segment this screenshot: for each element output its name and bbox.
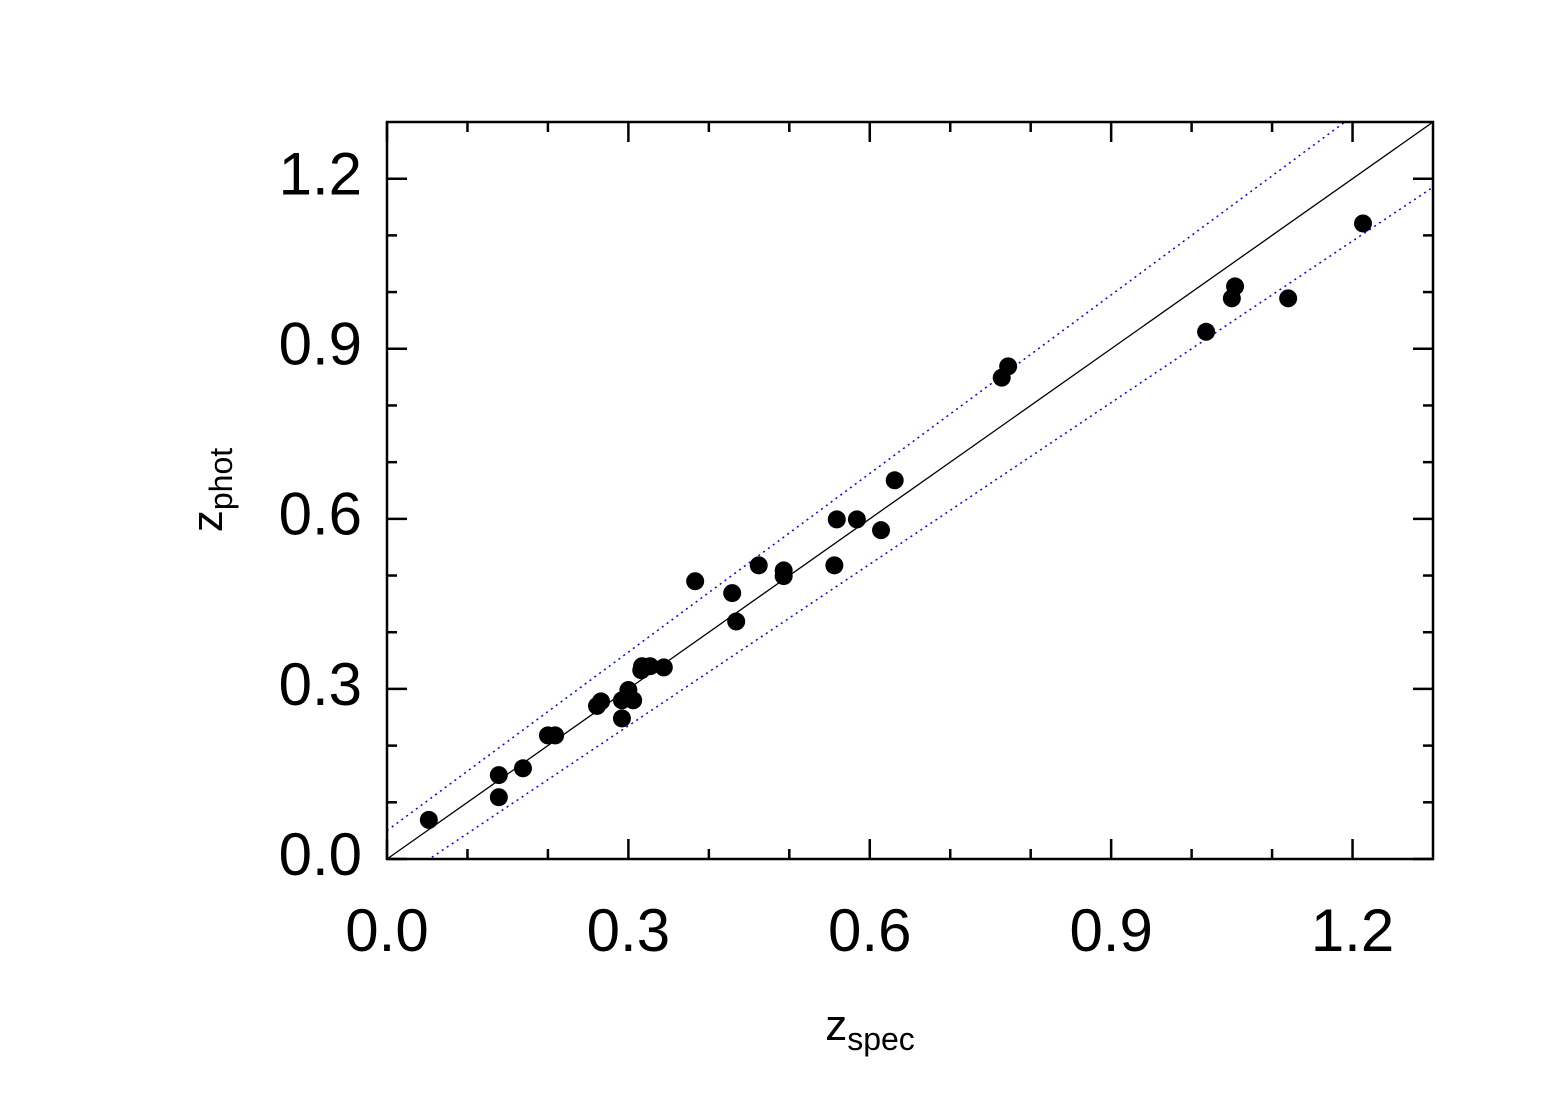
y-label-sub: phot [203, 448, 239, 510]
data-point [1353, 214, 1372, 233]
x-label-base: z [825, 1001, 847, 1050]
x-label-sub: spec [847, 1021, 915, 1057]
data-point [1197, 322, 1216, 341]
plot-frame [385, 120, 1435, 861]
data-point [546, 726, 565, 745]
reference-lines [387, 122, 1433, 859]
x-tick-label: 0.6 [828, 897, 911, 964]
x-axis-label: zspec [825, 1001, 915, 1057]
data-point [885, 471, 904, 490]
y-tick-label: 0.9 [279, 311, 362, 378]
data-point [999, 357, 1018, 376]
data-point [723, 584, 742, 603]
data-point [774, 567, 793, 586]
data-point [1279, 289, 1298, 308]
data-point [727, 612, 746, 631]
data-point [612, 709, 631, 728]
x-tick-label: 0.9 [1069, 897, 1152, 964]
y-axis-label: zphot [183, 448, 239, 532]
reference-line [387, 122, 1347, 832]
y-tick-label: 1.2 [279, 141, 362, 208]
reference-line [387, 122, 1433, 859]
data-point [489, 788, 508, 807]
x-tick-label: 1.2 [1311, 897, 1394, 964]
y-tick-label: 0.3 [279, 651, 362, 718]
y-tick-label: 0.0 [279, 821, 362, 888]
data-point [1226, 277, 1245, 296]
y-label-base: z [183, 510, 232, 532]
x-tick-label: 0.3 [587, 897, 670, 964]
data-point [489, 766, 508, 785]
data-point [686, 572, 705, 591]
data-point [825, 556, 844, 575]
data-point [827, 510, 846, 529]
y-tick-label: 0.6 [279, 481, 362, 548]
data-point [592, 692, 611, 711]
data-point [749, 556, 768, 575]
x-tick-label: 0.0 [345, 897, 428, 964]
data-point [624, 691, 643, 710]
data-point [641, 657, 660, 676]
reference-line [427, 186, 1433, 859]
data-point [654, 658, 673, 677]
data-point [513, 759, 532, 778]
data-point [419, 810, 438, 829]
data-point [872, 521, 891, 540]
data-point [847, 510, 866, 529]
